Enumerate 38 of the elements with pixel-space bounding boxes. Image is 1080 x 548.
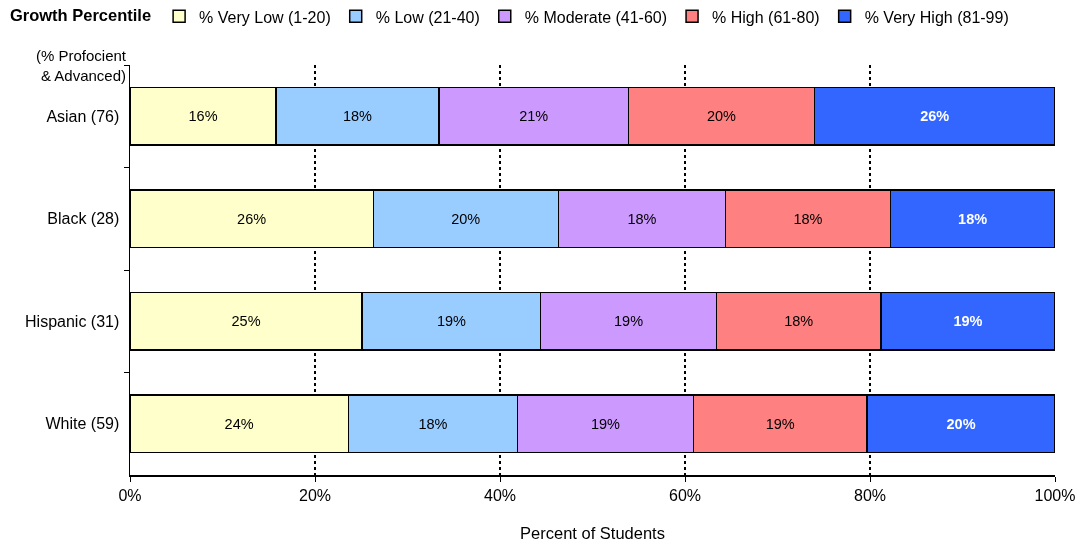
data-label: 18% (418, 415, 448, 432)
y-axis-title: (% Profocient & Advanced) (36, 47, 127, 84)
x-tick-label: 40% (483, 486, 517, 504)
data-label: 20% (451, 210, 481, 227)
x-tick-label: 100% (1034, 486, 1076, 504)
legend-label: % Very High (81-99) (864, 8, 1009, 26)
x-tick-label: 80% (853, 486, 887, 504)
data-label: 25% (231, 313, 261, 330)
x-axis-title: Percent of Students (520, 523, 665, 542)
legend-label: % Very Low (1-20) (199, 8, 331, 26)
data-label: 19% (436, 313, 466, 330)
legend-label: % Moderate (41-60) (524, 8, 668, 26)
data-label: 19% (765, 415, 795, 432)
y-tick-label: Hispanic (31) (25, 312, 120, 330)
data-label: 20% (706, 108, 737, 125)
data-label: 18% (627, 210, 657, 227)
x-tick-label: 20% (298, 486, 332, 504)
legend-label: % High (61-80) (712, 8, 820, 26)
y-tick-label: White (59) (45, 415, 120, 433)
data-label: 24% (224, 415, 254, 432)
data-label: 26% (237, 210, 267, 227)
data-label: 16% (188, 108, 218, 125)
y-tick-label: Asian (76) (46, 107, 120, 125)
legend-title: Growth Percentile (9, 5, 152, 24)
data-label: 18% (784, 313, 814, 330)
data-label: 26% (920, 108, 950, 125)
data-label: 21% (519, 108, 549, 125)
data-label: 18% (342, 108, 373, 125)
data-label: 19% (953, 313, 983, 330)
data-label: 19% (614, 313, 644, 330)
legend-label: % Low (21-40) (375, 8, 480, 26)
x-tick-label: 0% (118, 486, 142, 504)
data-label: 18% (958, 210, 988, 227)
data-label: 19% (590, 415, 621, 432)
data-label: 18% (793, 210, 823, 227)
data-label: 20% (946, 415, 976, 432)
y-tick-label: Black (28) (47, 210, 120, 228)
x-tick-label: 60% (668, 486, 702, 504)
